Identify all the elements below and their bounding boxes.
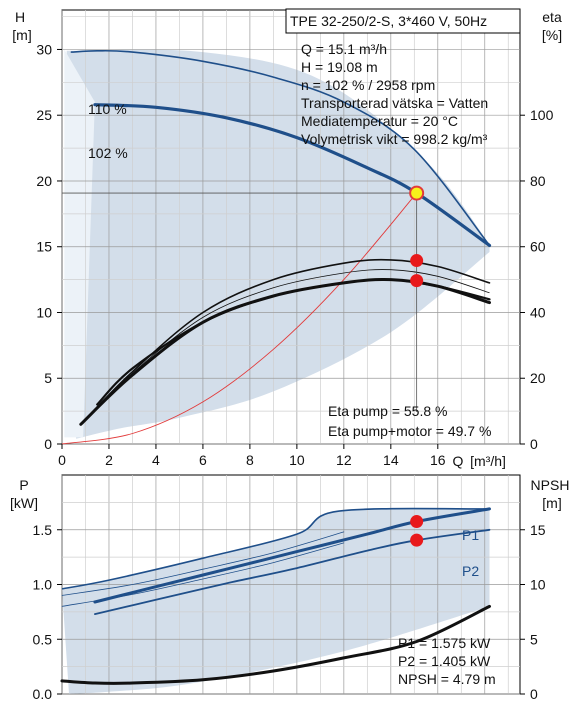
p-tick-label: 1.5 <box>33 522 53 538</box>
npsh-tick-label: 0 <box>530 686 538 702</box>
q-tick-label: 6 <box>199 452 207 468</box>
bottom-region-fill <box>62 508 490 694</box>
h-tick-label: 30 <box>36 41 52 57</box>
eta-tick-label: 0 <box>530 436 538 452</box>
power-info: P1 = 1.575 kW P2 = 1.405 kW NPSH = 4.79 … <box>398 635 496 687</box>
operating-info: Q = 15.1 m³/h H = 19.08 m n = 102 % / 29… <box>301 41 488 147</box>
q-tick-label: 14 <box>383 452 399 468</box>
bottom-gridlines <box>61 475 520 695</box>
eta-info: Eta pump = 55.8 % Eta pump+motor = 49.7 … <box>328 403 491 439</box>
eta-curve-mid <box>80 269 490 425</box>
eta-tick-label: 80 <box>530 173 546 189</box>
head-efficiency-panel: 0 2 4 6 8 10 12 14 16 0 5 10 15 20 25 30 0 20 40 60 80 100 H … <box>12 8 562 469</box>
p-tick-label: 0.0 <box>33 686 53 702</box>
curve-label-p2: P2 <box>462 563 479 579</box>
curve-label-102: 102 % <box>88 145 128 161</box>
system-curve <box>61 192 418 445</box>
chart-title: TPE 32-250/2-S, 3*460 V, 50Hz <box>290 13 487 29</box>
curve-label-110: 110 % <box>88 101 127 117</box>
q-tick-label: 0 <box>58 452 66 468</box>
eta-point <box>410 254 424 268</box>
npsh-tick-label: 15 <box>530 522 546 538</box>
power-region-edge <box>61 507 490 590</box>
info-h: H = 19.08 m <box>301 59 378 75</box>
title-box <box>285 8 521 34</box>
eta-tick-label: 20 <box>530 370 546 386</box>
h-tick-label: 25 <box>36 107 52 123</box>
p2-thin-curve <box>61 542 345 607</box>
curve-label-p1: P1 <box>462 527 479 543</box>
bottom-tick-labels: 0.0 0.5 1.0 1.5 0 5 10 15 <box>33 522 546 702</box>
top-curves <box>61 49 492 445</box>
top-tick-labels: 0 2 4 6 8 10 12 14 16 0 5 10 15 20 25 30 0 20 40 60 80 100 <box>36 41 553 468</box>
h-tick-label: 10 <box>36 304 52 320</box>
npsh-curve <box>60 604 491 685</box>
power-point <box>410 533 424 547</box>
h-curve-110 <box>70 49 491 247</box>
q-tick-label: 4 <box>152 452 160 468</box>
eta-tick-label: 100 <box>530 107 554 123</box>
h-tick-label: 15 <box>36 239 52 255</box>
q-tick-label: 10 <box>289 452 305 468</box>
eta-point <box>410 274 424 288</box>
q-tick-label: 16 <box>430 452 446 468</box>
info-p2: P2 = 1.405 kW <box>398 653 491 669</box>
p-axis-unit: [kW] <box>10 495 38 511</box>
q-axis-unit: [m³/h] <box>470 453 506 469</box>
info-n: n = 102 % / 2958 rpm <box>301 77 435 93</box>
operating-point <box>409 185 425 201</box>
info-density: Volymetrisk vikt = 998.2 kg/m³ <box>301 131 488 147</box>
npsh-tick-label: 10 <box>530 577 546 593</box>
power-point <box>410 515 424 529</box>
bottom-curves <box>60 507 491 685</box>
npsh-axis-unit: [m] <box>542 495 561 511</box>
info-p1: P1 = 1.575 kW <box>398 635 491 651</box>
eta-tick-label: 40 <box>530 304 546 320</box>
p1-thin-curve <box>61 531 345 596</box>
q-tick-label: 12 <box>336 452 352 468</box>
top-region-edge <box>64 49 95 438</box>
p-axis-label: P <box>19 477 28 493</box>
info-q: Q = 15.1 m³/h <box>301 41 387 57</box>
info-liquid: Transporterad vätska = Vatten <box>301 95 488 111</box>
h-axis-label: H <box>15 9 25 25</box>
power-npsh-panel: 0.0 0.5 1.0 1.5 0 5 10 15 P [kW] NPSH [m] P1 P2… <box>10 474 570 702</box>
eta-pump-motor-text: Eta pump+motor = 49.7 % <box>328 423 491 439</box>
eta-pump-curve <box>96 278 491 406</box>
eta-tick-label: 60 <box>530 239 546 255</box>
q-tick-label: 8 <box>246 452 254 468</box>
info-npsh: NPSH = 4.79 m <box>398 671 496 687</box>
eta-pump-text: Eta pump = 55.8 % <box>328 403 447 419</box>
p-tick-label: 0.5 <box>33 631 53 647</box>
p-tick-label: 1.0 <box>33 577 53 593</box>
h-axis-unit: [m] <box>12 27 31 43</box>
h-tick-label: 0 <box>44 436 52 452</box>
bottom-operating-region <box>62 508 490 694</box>
top-gridlines <box>61 10 520 445</box>
npsh-tick-label: 5 <box>530 631 538 647</box>
q-axis-label: Q <box>453 453 464 469</box>
eta-axis-label: eta <box>542 9 562 25</box>
q-tick-label: 2 <box>105 452 113 468</box>
h-tick-label: 20 <box>36 173 52 189</box>
h-tick-label: 5 <box>44 370 52 386</box>
npsh-axis-label: NPSH <box>531 477 570 493</box>
eta-axis-unit: [%] <box>542 27 562 43</box>
eta-curve-max <box>80 258 491 426</box>
info-temp: Mediatemperatur = 20 °C <box>301 113 458 129</box>
